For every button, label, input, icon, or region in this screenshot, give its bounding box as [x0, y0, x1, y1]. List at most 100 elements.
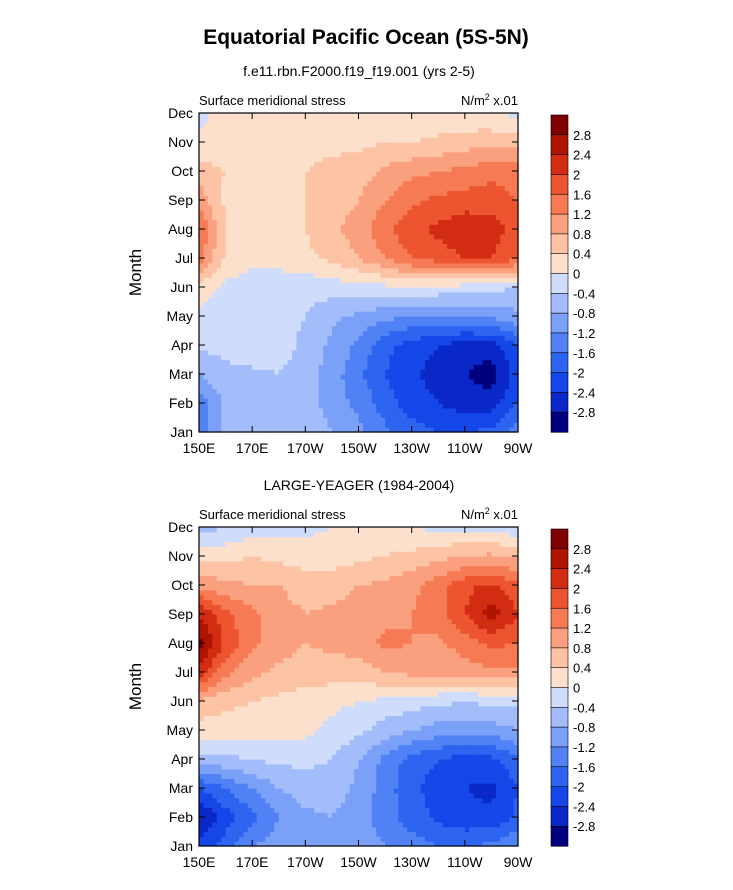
contour-cell: [221, 132, 227, 138]
contour-cell: [323, 224, 329, 230]
contour-cell: [424, 388, 430, 394]
contour-cell: [230, 185, 236, 191]
contour-cell: [509, 272, 515, 278]
contour-cell: [318, 359, 324, 365]
contour-cell: [265, 195, 271, 201]
contour-cell: [398, 258, 404, 264]
contour-cell: [252, 258, 258, 264]
contour-cell: [473, 209, 479, 216]
contour-cell: [504, 403, 510, 409]
contour-cell: [376, 364, 382, 370]
contour-cell: [486, 229, 493, 235]
contour-cell: [238, 316, 244, 322]
contour-cell: [442, 354, 448, 361]
contour-cell: [393, 180, 399, 187]
colorbar-label: -0.8: [573, 306, 595, 321]
contour-cell: [247, 374, 253, 380]
contour-cell: [296, 224, 302, 230]
contour-cell: [486, 325, 493, 332]
contour-cell: [247, 253, 253, 259]
contour-cell: [256, 233, 262, 240]
contour-cell: [283, 320, 289, 327]
contour-cell: [314, 185, 320, 191]
contour-cell: [491, 422, 497, 428]
contour-cell: [318, 117, 324, 124]
contour-cell: [367, 180, 373, 187]
contour-cell: [345, 296, 351, 303]
contour-cell: [371, 427, 377, 433]
contour-cell: [274, 262, 280, 269]
contour-cell: [283, 374, 289, 380]
contour-cell: [199, 180, 205, 187]
contour-cell: [402, 349, 408, 356]
contour-cell: [504, 335, 510, 341]
contour-cell: [447, 127, 453, 133]
contour-cell: [216, 238, 222, 245]
contour-cell: [331, 325, 337, 332]
contour-cell: [491, 311, 497, 317]
contour-cell: [283, 229, 289, 235]
contour-cell: [256, 817, 262, 823]
contour-cell: [287, 349, 293, 356]
contour-cell: [385, 374, 391, 380]
contour-cell: [309, 122, 315, 129]
contour-cell: [411, 369, 417, 375]
contour-cell: [354, 417, 360, 423]
contour-cell: [225, 233, 231, 240]
contour-cell: [314, 306, 320, 312]
contour-cell: [247, 258, 253, 264]
contour-cell: [442, 200, 448, 206]
contour-cell: [495, 214, 501, 220]
contour-cell: [305, 117, 311, 124]
contour-cell: [447, 296, 453, 303]
contour-cell: [398, 330, 404, 336]
contour-cell: [256, 190, 262, 196]
contour-cell: [225, 195, 231, 201]
contour-cell: [199, 190, 205, 196]
contour-cell: [495, 388, 501, 394]
contour-cell: [212, 122, 218, 129]
contour-cell: [292, 369, 298, 375]
contour-cell: [491, 122, 497, 129]
contour-cell: [207, 340, 213, 346]
contour-cell: [292, 349, 298, 356]
contour-cell: [424, 142, 430, 148]
contour-cell: [305, 364, 311, 370]
contour-cell: [305, 335, 311, 341]
contour-cell: [252, 185, 258, 191]
contour-cell: [216, 836, 222, 842]
contour-cell: [309, 180, 315, 187]
contour-cell: [407, 142, 413, 148]
contour-cell: [447, 369, 453, 375]
contour-cell: [323, 132, 329, 138]
contour-cell: [323, 296, 329, 303]
contour-cell: [420, 224, 426, 230]
contour-cell: [212, 320, 218, 327]
contour-cell: [212, 238, 218, 245]
contour-cell: [234, 393, 240, 399]
contour-cell: [256, 374, 262, 380]
contour-cell: [305, 291, 311, 298]
contour-cell: [323, 330, 329, 336]
contour-cell: [340, 393, 346, 399]
colorbar-label: 0.8: [573, 227, 591, 242]
contour-cell: [300, 340, 306, 346]
contour-cell: [393, 262, 399, 269]
contour-cell: [238, 287, 244, 293]
contour-cell: [486, 306, 493, 312]
contour-cell: [331, 349, 337, 356]
contour-cell: [495, 113, 501, 119]
contour-cell: [287, 190, 293, 196]
contour-cell: [447, 161, 453, 167]
contour-cell: [402, 171, 408, 177]
contour-cell: [340, 388, 346, 394]
colorbar-label: -2.8: [573, 405, 595, 420]
contour-cell: [296, 267, 302, 274]
contour-cell: [305, 209, 311, 216]
contour-cell: [455, 209, 461, 216]
contour-cell: [207, 161, 213, 167]
contour-cell: [314, 132, 320, 138]
contour-cell: [371, 349, 377, 356]
contour-cell: [230, 301, 236, 307]
contour-cell: [509, 209, 515, 216]
